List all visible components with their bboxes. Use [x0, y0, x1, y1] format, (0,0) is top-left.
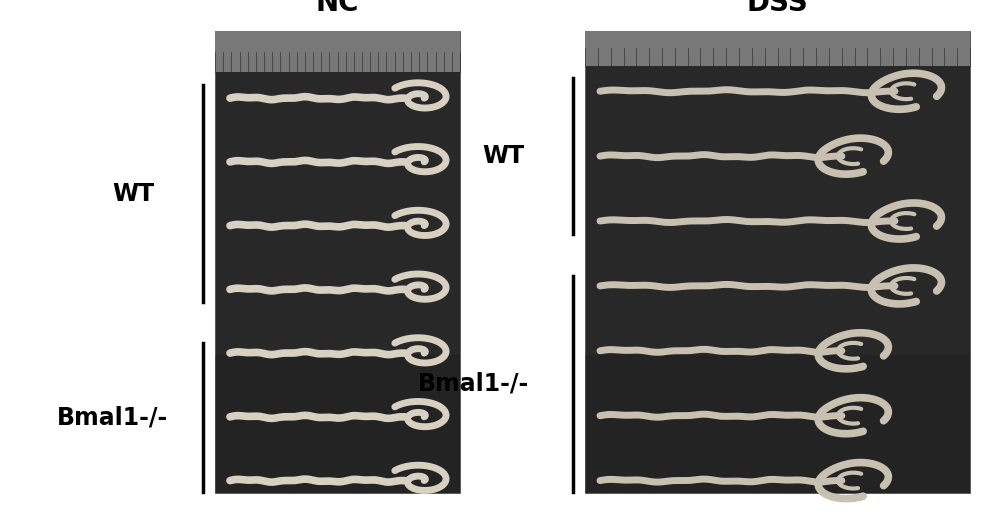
- Text: WT: WT: [112, 182, 154, 206]
- Bar: [585, 31, 970, 65]
- Bar: [215, 31, 460, 72]
- Bar: [585, 31, 970, 493]
- Bar: [585, 355, 970, 493]
- Text: WT: WT: [482, 144, 524, 168]
- Bar: [215, 31, 460, 493]
- Text: Bmal1-/-: Bmal1-/-: [417, 372, 529, 396]
- Bar: [215, 355, 460, 493]
- Text: DSS: DSS: [747, 0, 808, 16]
- Text: NC: NC: [316, 0, 359, 16]
- Text: Bmal1-/-: Bmal1-/-: [57, 406, 169, 429]
